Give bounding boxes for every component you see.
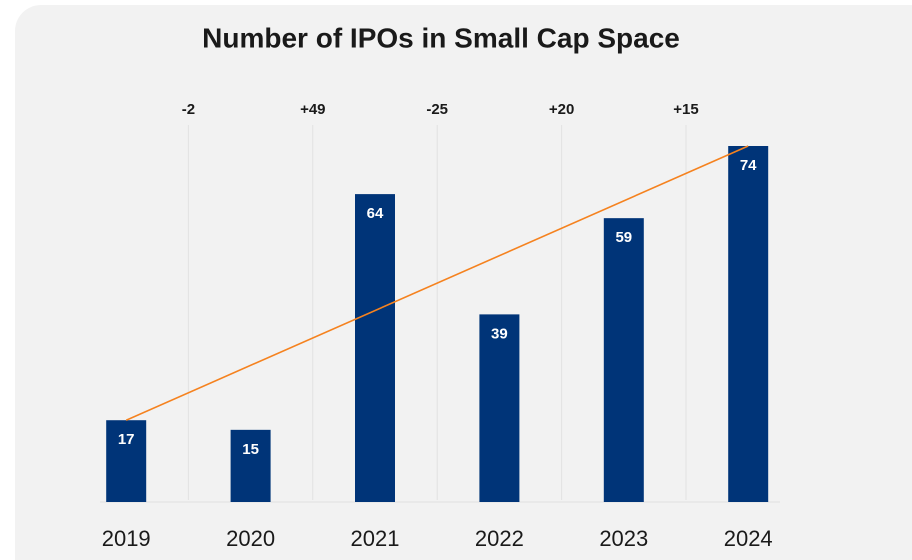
bar bbox=[603, 218, 644, 502]
data-label: 64 bbox=[367, 205, 384, 222]
panel bbox=[15, 5, 912, 560]
bar bbox=[479, 314, 520, 502]
bar bbox=[230, 429, 271, 502]
x-tick-label: 2021 bbox=[351, 526, 400, 551]
data-label: 74 bbox=[740, 157, 757, 174]
x-tick-label: 2024 bbox=[724, 526, 773, 551]
x-tick-label: 2020 bbox=[226, 526, 275, 551]
x-tick-label: 2019 bbox=[102, 526, 151, 551]
bar bbox=[355, 194, 395, 503]
bar bbox=[106, 420, 147, 502]
x-tick-label: 2023 bbox=[599, 526, 648, 551]
change-label: -2 bbox=[182, 101, 195, 118]
data-label: 17 bbox=[118, 431, 135, 448]
change-label: +15 bbox=[673, 101, 698, 118]
change-label: +49 bbox=[300, 101, 325, 118]
data-label: 15 bbox=[242, 441, 259, 458]
change-label: -25 bbox=[426, 101, 448, 118]
trend-line bbox=[125, 145, 749, 421]
data-label: 59 bbox=[615, 229, 632, 246]
chart-title: Number of IPOs in Small Cap Space bbox=[202, 22, 680, 53]
x-tick-label: 2022 bbox=[475, 526, 524, 551]
change-label: +20 bbox=[549, 101, 574, 118]
data-label: 39 bbox=[491, 325, 508, 342]
bar bbox=[728, 146, 769, 502]
